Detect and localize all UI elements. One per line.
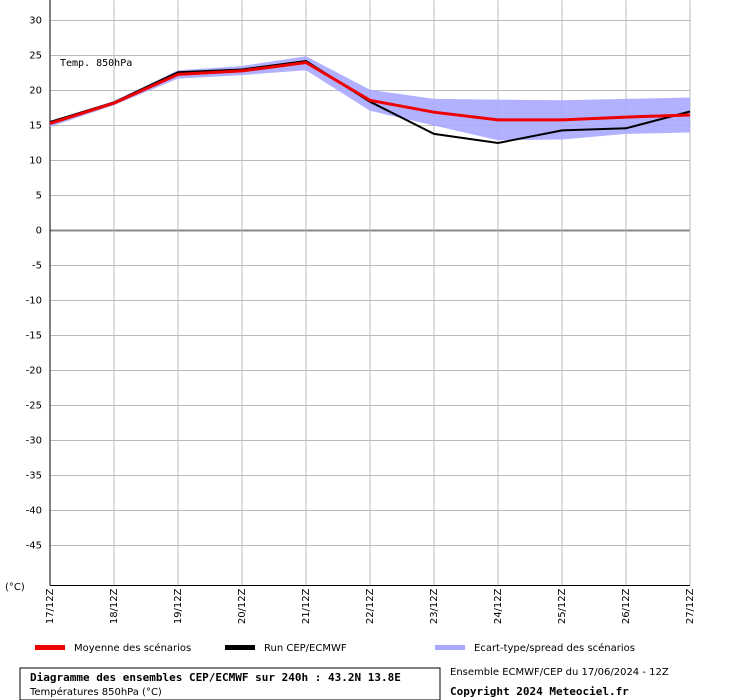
x-tick-label: 20/12Z [237,588,248,624]
x-tick-label: 25/12Z [557,588,568,624]
footer-box [19,667,441,700]
series-line [49,60,691,125]
legend-label: Ecart-type/spread des scénarios [474,642,635,654]
y-tick-label: -5 [32,261,42,272]
footer-title: Diagramme des ensembles CEP/ECMWF sur 24… [30,671,401,684]
y-tick-label: -15 [26,331,42,342]
run-info: Ensemble ECMWF/CEP du 17/06/2024 - 12Z [450,667,669,678]
y-tick-label: 5 [36,191,42,202]
y-tick-label: 0 [36,226,42,237]
y-tick-label: 25 [29,51,42,62]
y-tick-label: -35 [26,471,42,482]
footer-subtitle: Températures 850hPa (°C) [29,686,162,698]
y-unit: (°C) [5,582,25,593]
y-tick-label: -25 [26,401,42,412]
y-tick-label: -40 [26,506,42,517]
x-tick-label: 21/12Z [301,588,312,624]
y-tick-label: -30 [26,436,42,447]
x-tick-label: 27/12Z [685,588,696,624]
x-tick-label: 24/12Z [493,588,504,624]
legend-swatch [225,645,255,650]
y-tick-label: 10 [29,156,42,167]
y-tick-label: 20 [29,86,42,97]
y-tick-label: -20 [26,366,42,377]
annotation: Temp. 850hPa [60,58,132,69]
y-tick-label: 30 [29,16,42,27]
x-tick-label: 23/12Z [429,588,440,624]
legend-label: Moyenne des scénarios [74,642,191,654]
y-tick-label: -45 [26,541,42,552]
y-tick-label: -10 [26,296,42,307]
legend-swatch [35,645,65,650]
legend-label: Run CEP/ECMWF [264,643,347,654]
x-tick-label: 26/12Z [621,588,632,624]
x-tick-label: 17/12Z [45,588,56,624]
x-tick-label: 22/12Z [365,588,376,624]
legend-swatch [435,645,465,650]
y-tick-label: 15 [29,121,42,132]
x-tick-label: 19/12Z [173,588,184,624]
x-tick-label: 18/12Z [109,588,120,624]
copyright: Copyright 2024 Meteociel.fr [450,685,629,698]
